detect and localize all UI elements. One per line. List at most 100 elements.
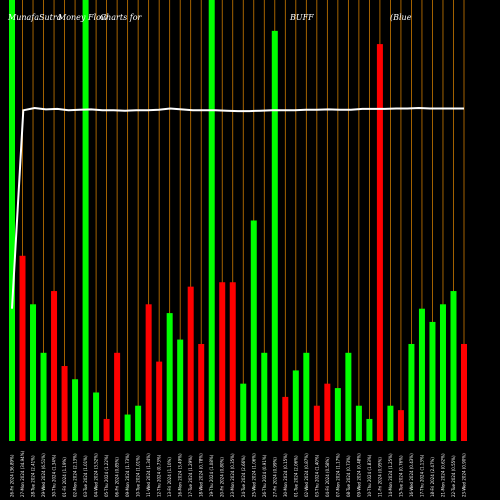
x-tick-label: 17-Tue 2024 (1.29%) [188, 455, 193, 497]
bar [334, 388, 341, 441]
bar [439, 304, 446, 441]
x-tick-label: 26-Thu 2024 (0.91%) [262, 454, 267, 497]
bars [9, 0, 467, 442]
x-tick-label: 18-Wed 2024 (0.78%) [199, 453, 204, 497]
bar [229, 282, 236, 441]
bar [30, 304, 37, 441]
x-tick-label: 12-Thu 2024 (0.73%) [157, 454, 162, 497]
title-part: MunafaSutra [7, 13, 62, 22]
x-tick-label: 21-Mon 2024 (0.62%) [441, 453, 446, 497]
bar [156, 361, 163, 441]
x-tick-label: 14-Mon 2024 (1.25%) [388, 453, 393, 497]
bar [345, 352, 352, 441]
x-tick-label: 08-Tue 2024 (0.73%) [346, 455, 351, 497]
bar [219, 282, 226, 441]
bar [313, 405, 320, 441]
x-tick-label: 15-Tue 2024 (0.76%) [398, 455, 403, 497]
x-tick-label: 16-Wed 2024 (0.43%) [409, 453, 414, 497]
bar [366, 418, 373, 441]
bar [177, 339, 184, 441]
title-part: Charts for [100, 13, 143, 22]
bar [292, 370, 299, 441]
bar [387, 405, 394, 441]
bar [19, 255, 26, 441]
x-tick-label: 30-Mon 2024 (0.15%) [283, 453, 288, 497]
x-tick-label: 01-Fri 2024 (1.19%) [62, 457, 67, 497]
bar [135, 405, 142, 441]
bar [51, 291, 58, 441]
x-tick-label: 03-Thu 2024 (1.40%) [314, 454, 319, 497]
x-tick-label: 10-Tue 2024 (1.01%) [136, 455, 141, 497]
x-tick-label: 18-Fri 2024 (2.47%) [430, 457, 435, 497]
x-tick-label: 11-Wed 2024 (1.34%) [146, 453, 151, 497]
x-tick-label: 02-Mon 2024 (2.13%) [73, 453, 78, 497]
bar [72, 379, 79, 441]
bar [9, 0, 15, 441]
trend-line [11, 106, 464, 309]
bar [450, 291, 457, 441]
x-tick-label: 09-Wed 2024 (0.48%) [356, 453, 361, 497]
bar [166, 313, 173, 441]
bar [114, 352, 121, 441]
x-tick-label: 30-Thu 2024 (1.34%) [52, 454, 57, 497]
bar [240, 383, 247, 441]
x-tick-label: 17-Thu 2024 (1.13%) [420, 454, 425, 497]
bar [198, 343, 205, 441]
bar [261, 352, 268, 441]
x-tick-label: 22-Tue 2024 (0.55%) [451, 455, 456, 497]
bar [61, 366, 68, 441]
bar [145, 304, 152, 441]
bar [397, 410, 404, 441]
title-part: Money Flow [57, 13, 108, 22]
x-tick-label: 07-Mon 2024 (1.17%) [335, 453, 340, 497]
x-tick-label: 27-Fri 2024 (0.99%) [272, 457, 277, 497]
x-tick-label: 28-Tue 2024 (2.41%) [31, 455, 36, 497]
x-tick-label: 05-Thu 2024 (1.22%) [104, 454, 109, 497]
bar [461, 343, 467, 441]
bar [93, 392, 100, 441]
x-tick-label: 24-Tue 2024 (2.66%) [241, 455, 246, 497]
x-tick-label: 25-Wed 2024 (1.06%) [251, 453, 256, 497]
x-tick-labels: 26-Fri 2024 (36.89%) 27-Mon 2024 (34.94%)… [10, 450, 467, 497]
x-tick-label: 01-Tue 2024 (2.06%) [293, 455, 298, 497]
title-part: BUFF [289, 13, 314, 22]
x-tick-label: 06-Fri 2024 (0.85%) [115, 457, 120, 497]
bar [324, 383, 331, 441]
bar [187, 286, 194, 441]
x-tick-label: 09-Mon 2024 (1.73%) [125, 453, 130, 497]
bar [82, 0, 89, 441]
chart-title: MunafaSutra Money Flow Charts for BUFF (… [7, 13, 412, 22]
x-tick-label: 23-Wed 2024 (0.90%) [462, 453, 467, 497]
bar [303, 352, 310, 441]
bar [355, 405, 362, 441]
bar [271, 30, 278, 442]
bar [208, 0, 215, 441]
bar [124, 414, 131, 441]
x-tick-label: 19-Thu 2024 (1.08%) [209, 454, 214, 497]
bar [250, 220, 257, 441]
x-tick-label: 29-Wed 2024 (6.51%) [41, 453, 46, 497]
bar [282, 396, 289, 441]
x-tick-label: 10-Thu 2024 (1.83%) [367, 454, 372, 497]
x-tick-label: 04-Wed 2024 (3.52%) [94, 453, 99, 497]
x-tick-label: 02-Wed 2024 (0.87%) [304, 453, 309, 497]
x-tick-label: 13-Fri 2024 (1.10%) [167, 457, 172, 497]
bar [408, 343, 415, 441]
x-tick-label: 03-Tue 2024 (1.01%) [83, 455, 88, 497]
x-tick-label: 16-Mon 2024 (3.49%) [178, 453, 183, 497]
bar [376, 44, 383, 441]
title-part: (Blue [390, 13, 412, 22]
bar [418, 308, 425, 441]
bar [429, 321, 436, 441]
x-tick-label: 27-Mon 2024 (34.94%) [20, 450, 25, 497]
bar [40, 352, 47, 441]
bar [103, 418, 110, 441]
x-tick-label: 23-Mon 2024 (0.35%) [230, 453, 235, 497]
x-tick-label: 20-Fri 2024 (0.80%) [220, 457, 225, 497]
x-tick-label: 11-Fri 2024 (0.95%) [377, 457, 382, 497]
x-tick-label: 26-Fri 2024 (36.89%) [10, 454, 15, 497]
trend-line-group [11, 106, 464, 309]
x-tick-label: 04-Fri 2024 (0.58%) [325, 457, 330, 497]
